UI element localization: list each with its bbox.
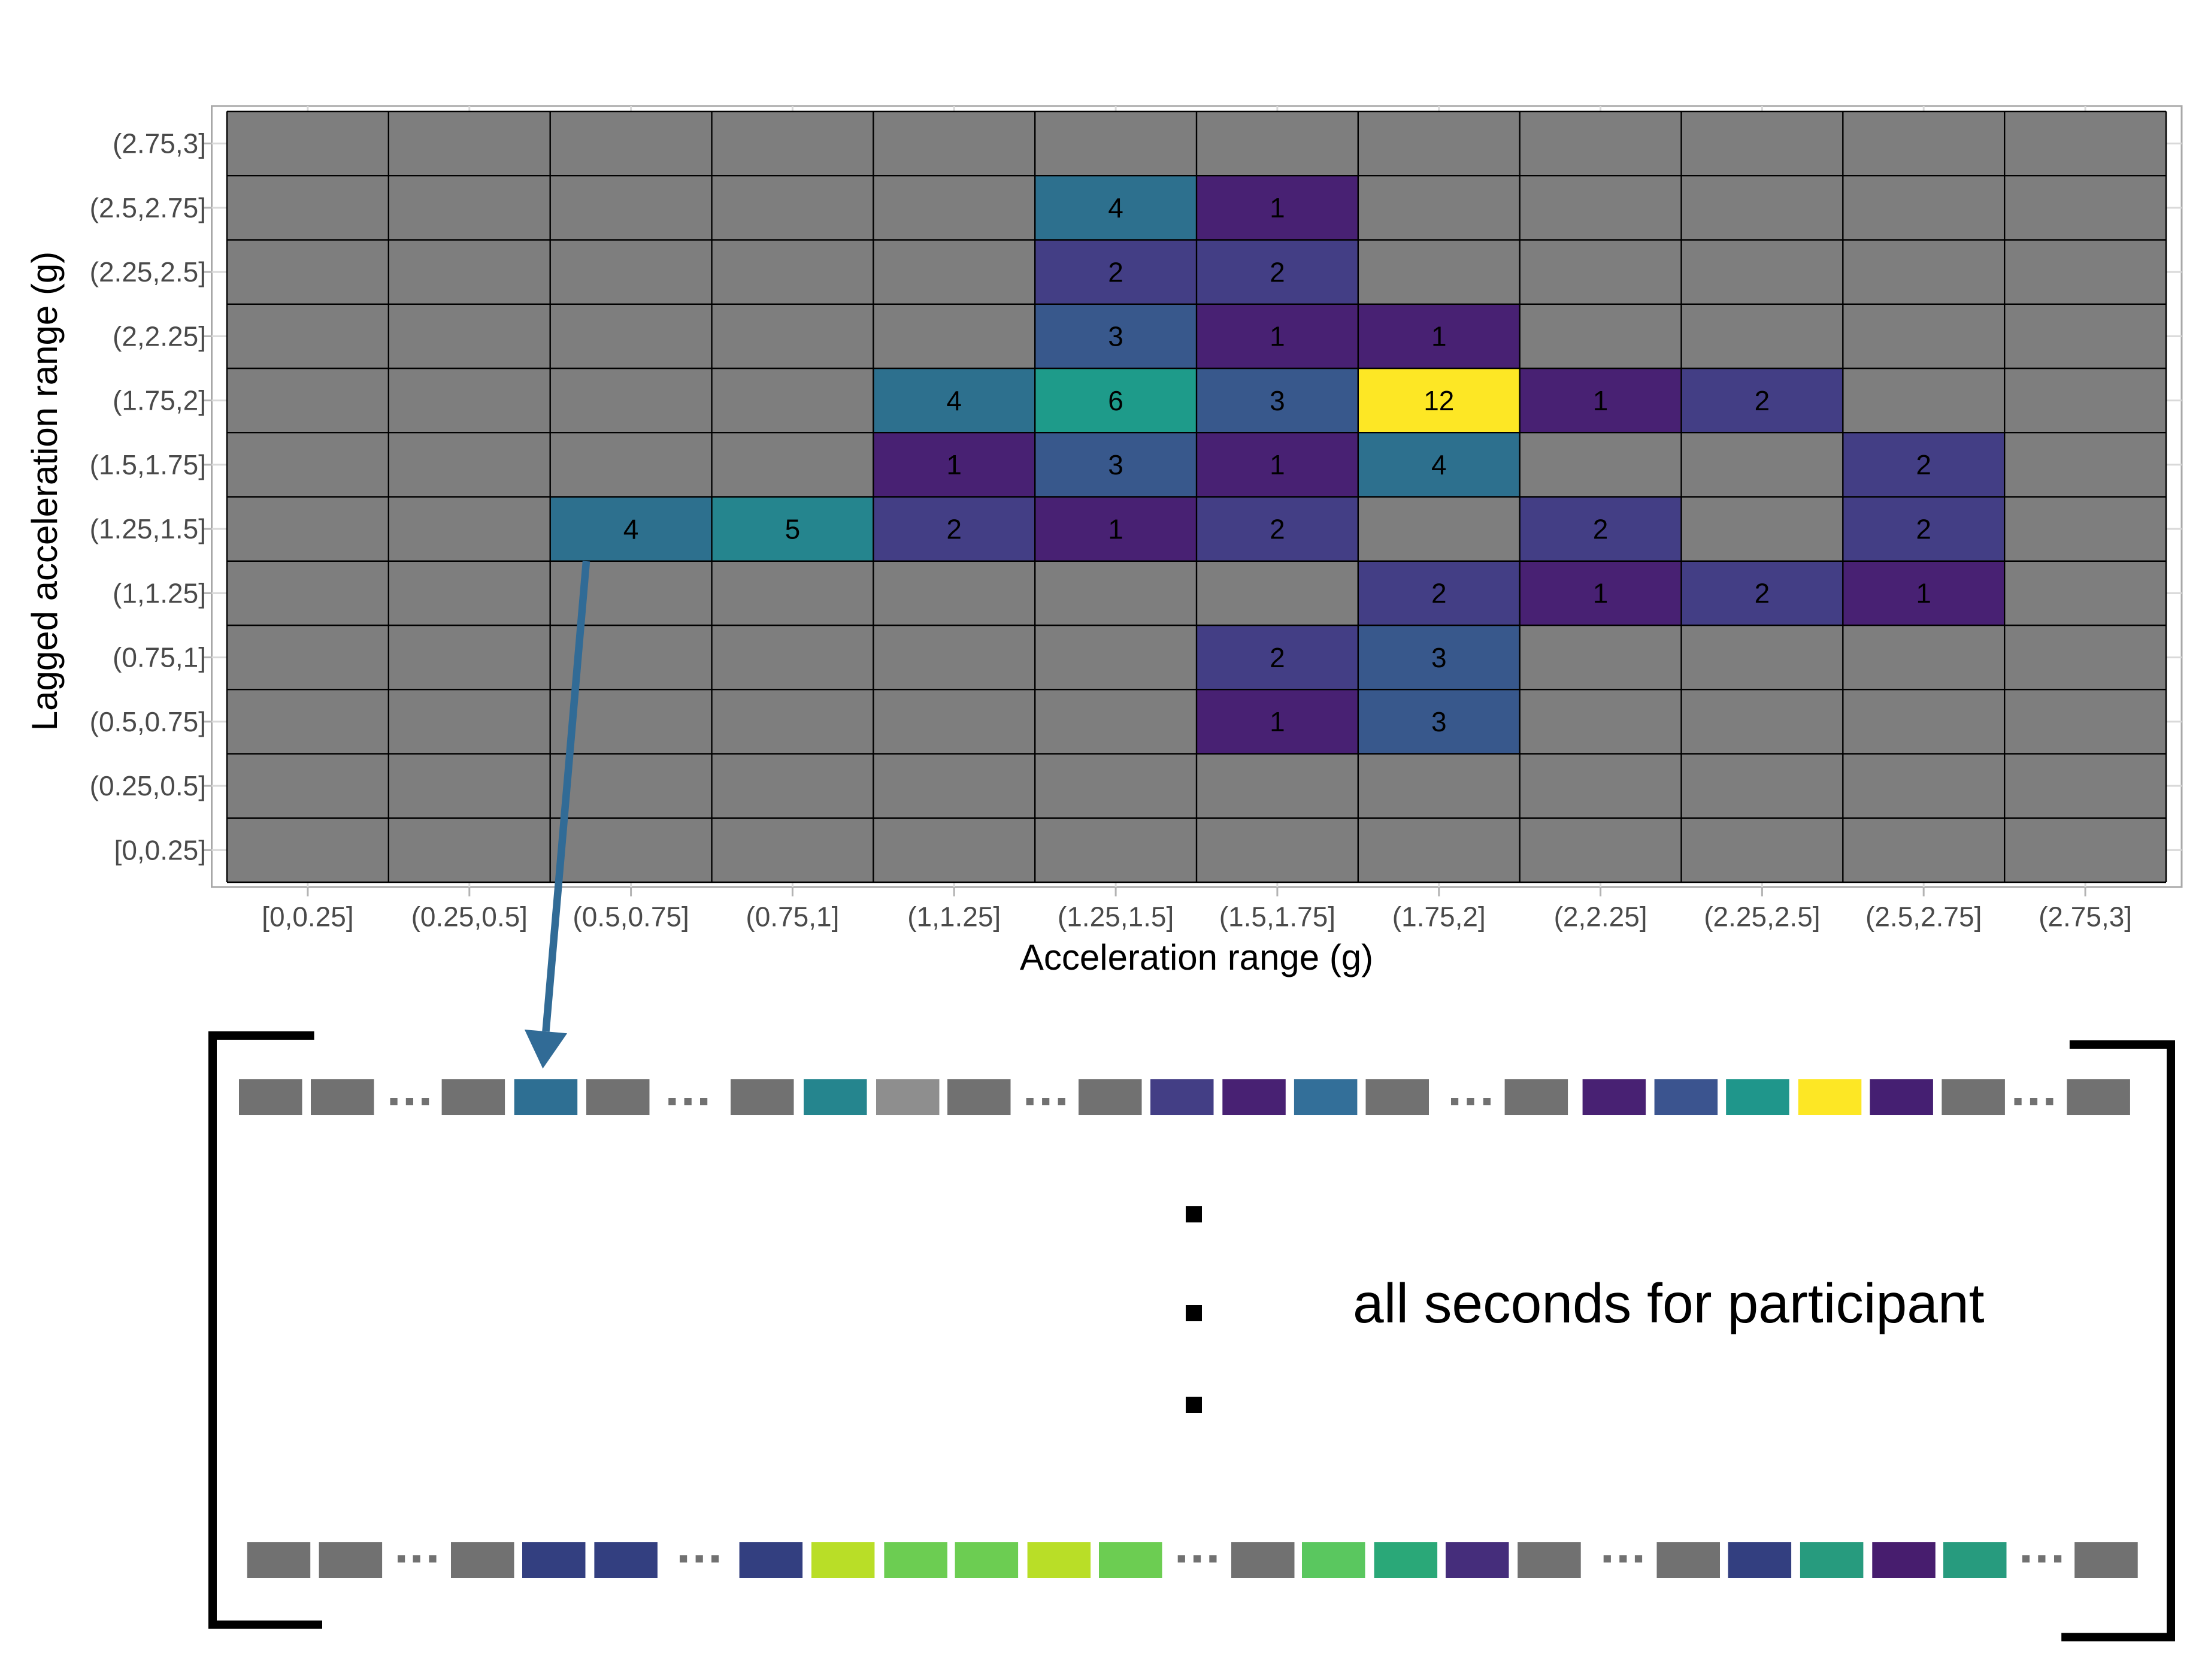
svg-text:2: 2 [1270,256,1285,287]
svg-text:(2.75,3]: (2.75,3] [2039,901,2132,933]
svg-text:Acceleration range (g): Acceleration range (g) [1020,937,1373,977]
svg-text:[0,0.25]: [0,0.25] [114,834,206,865]
svg-text:all seconds for participant: all seconds for participant [1353,1272,1985,1334]
svg-text:[0,0.25]: [0,0.25] [262,901,353,933]
svg-text:(1.5,1.75]: (1.5,1.75] [90,449,206,480]
svg-text:(0.25,0.5]: (0.25,0.5] [411,901,528,933]
svg-text:3: 3 [1431,706,1447,737]
svg-text:2: 2 [1916,513,1931,544]
svg-text:4: 4 [623,513,639,544]
svg-text:1: 1 [1431,321,1447,352]
svg-text:(2,2.25]: (2,2.25] [1554,901,1647,933]
svg-text:3: 3 [1108,321,1123,352]
svg-text:(1.75,2]: (1.75,2] [1392,901,1486,933]
svg-text:2: 2 [1270,642,1285,673]
svg-text:(0.25,0.5]: (0.25,0.5] [90,770,206,801]
svg-text:1: 1 [1593,578,1609,609]
svg-text:(0.75,1]: (0.75,1] [746,901,839,933]
svg-text:4: 4 [1108,192,1123,223]
svg-text:1: 1 [1108,513,1123,544]
svg-text:(2.75,3]: (2.75,3] [113,128,206,159]
svg-text:3: 3 [1270,385,1285,416]
svg-text:1: 1 [1270,706,1285,737]
svg-text:12: 12 [1423,385,1454,416]
svg-text:6: 6 [1108,385,1123,416]
svg-text:(2,2.25]: (2,2.25] [113,320,206,352]
svg-text:2: 2 [1270,513,1285,544]
svg-text:3: 3 [1108,449,1123,480]
svg-text:Lagged acceleration range (g): Lagged acceleration range (g) [25,252,65,731]
svg-text:(0.5,0.75]: (0.5,0.75] [90,706,206,737]
svg-text:1: 1 [1593,385,1609,416]
svg-text:4: 4 [1431,449,1447,480]
svg-text:(1,1.25]: (1,1.25] [907,901,1001,933]
svg-text:(1.25,1.5]: (1.25,1.5] [1058,901,1174,933]
svg-text:(2.5,2.75]: (2.5,2.75] [1865,901,1982,933]
svg-text:(2.25,2.5]: (2.25,2.5] [90,256,206,287]
svg-text:2: 2 [1593,513,1609,544]
svg-text:2: 2 [946,513,962,544]
svg-text:(2.25,2.5]: (2.25,2.5] [1704,901,1820,933]
svg-text:1: 1 [1916,578,1931,609]
svg-text:4: 4 [946,385,962,416]
svg-text:1: 1 [1270,449,1285,480]
svg-text:2: 2 [1755,578,1770,609]
svg-text:(1.75,2]: (1.75,2] [113,385,206,416]
svg-text:5: 5 [785,513,801,544]
svg-text:(1.25,1.5]: (1.25,1.5] [90,513,206,544]
svg-text:3: 3 [1431,642,1447,673]
svg-text:2: 2 [1108,256,1123,287]
svg-text:(1.5,1.75]: (1.5,1.75] [1219,901,1335,933]
svg-text:1: 1 [946,449,962,480]
svg-text:(1,1.25]: (1,1.25] [113,577,206,609]
svg-text:2: 2 [1431,578,1447,609]
svg-text:2: 2 [1755,385,1770,416]
svg-text:2: 2 [1916,449,1931,480]
svg-text:(0.5,0.75]: (0.5,0.75] [573,901,689,933]
svg-text:1: 1 [1270,321,1285,352]
svg-text:(2.5,2.75]: (2.5,2.75] [90,192,206,223]
svg-text:(0.75,1]: (0.75,1] [113,642,206,673]
svg-text:1: 1 [1270,192,1285,223]
